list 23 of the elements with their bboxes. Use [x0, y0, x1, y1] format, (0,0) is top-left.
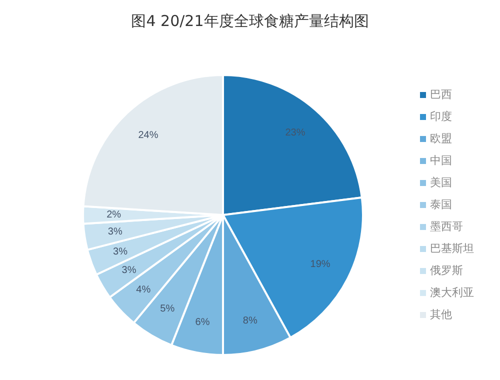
data-label: 23% [285, 128, 306, 139]
data-label: 19% [310, 259, 330, 270]
data-label: 3% [108, 226, 122, 238]
data-label: 8% [242, 315, 258, 326]
data-label: 6% [195, 316, 210, 328]
chart-title: 图4 20/21年度全球食糖产量结构图 [130, 11, 370, 32]
legend-label: 印度 [430, 110, 452, 123]
legend-label: 美国 [430, 176, 452, 189]
legend-label: 巴西 [430, 88, 452, 101]
legend-label: 澳大利亚 [430, 286, 474, 299]
legend-label: 欧盟 [430, 132, 452, 145]
legend-label: 泰国 [430, 198, 452, 211]
data-label: 3% [113, 246, 128, 258]
data-label: 24% [138, 130, 158, 141]
legend-label: 其他 [430, 308, 452, 321]
legend-label: 俄罗斯 [430, 264, 463, 277]
legend-label: 墨西哥 [430, 220, 463, 233]
data-label: 5% [160, 303, 175, 314]
legend-label: 中国 [430, 154, 452, 167]
data-label: 2% [106, 210, 122, 220]
data-label: 4% [136, 284, 151, 296]
legend-label: 巴基斯坦 [430, 242, 474, 255]
data-label: 3% [122, 265, 136, 276]
